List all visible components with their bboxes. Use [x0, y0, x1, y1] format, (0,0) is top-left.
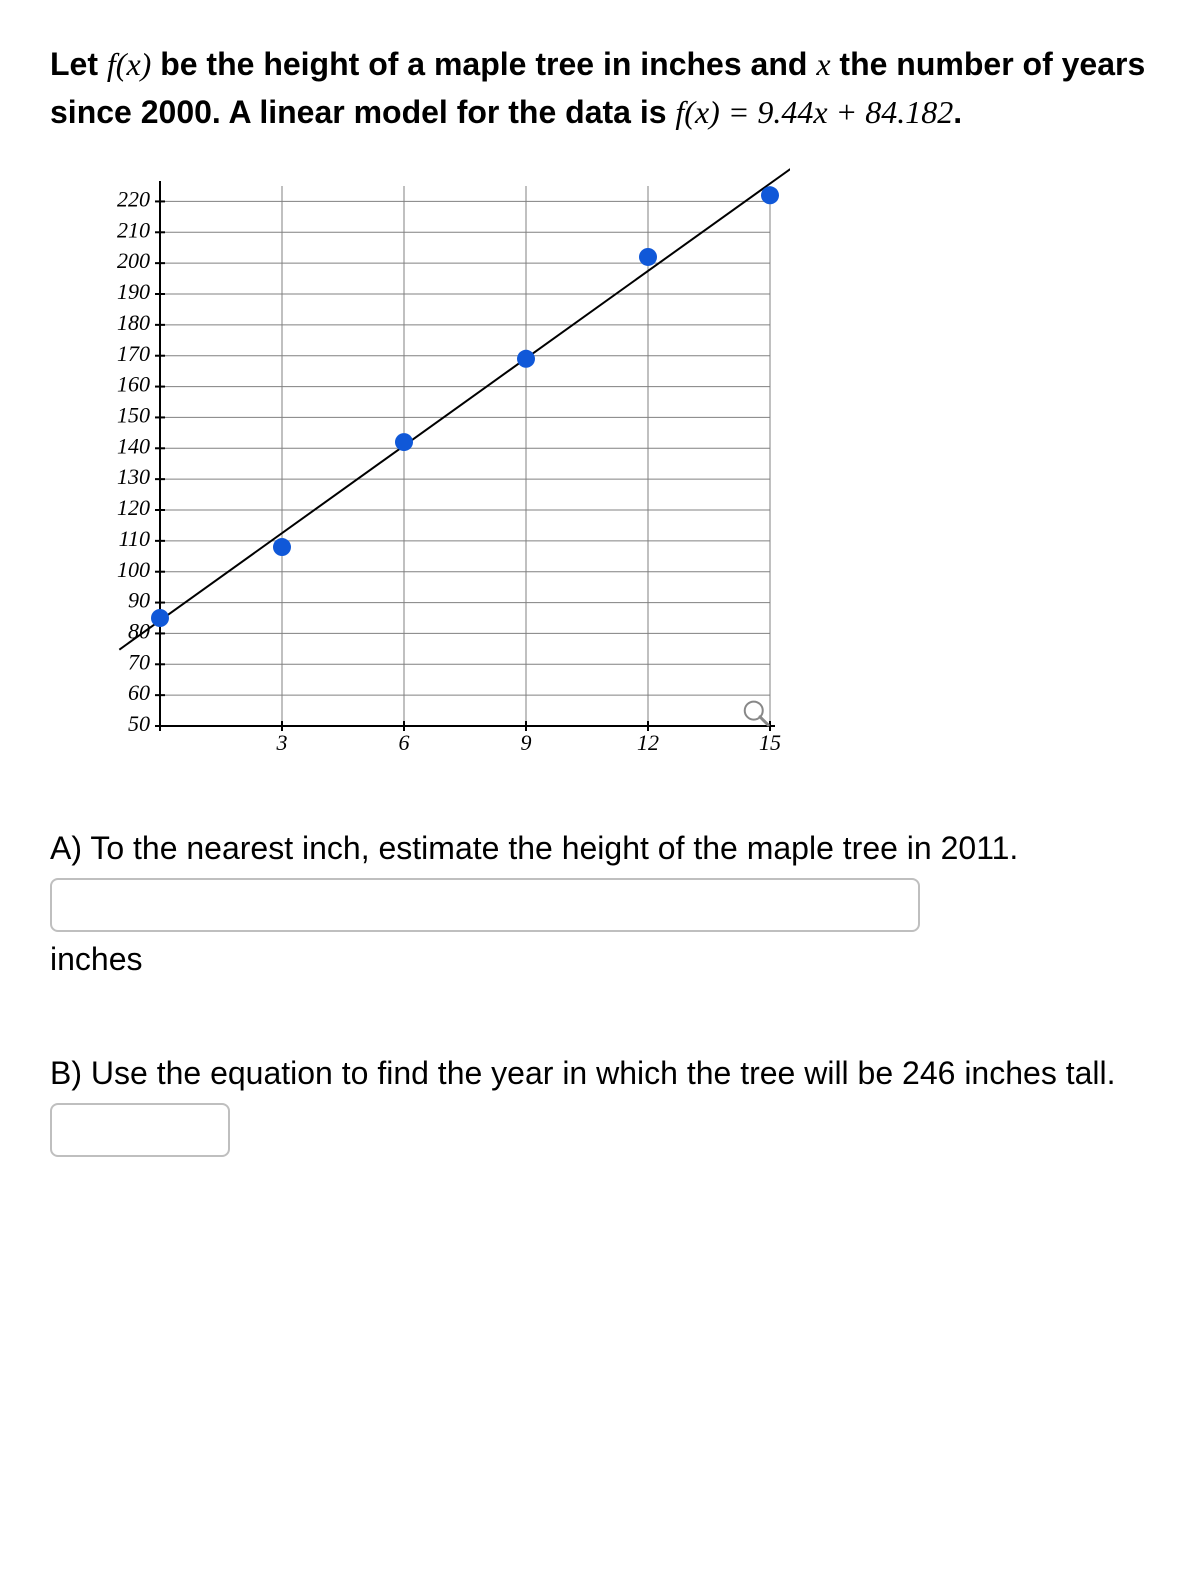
svg-text:110: 110: [119, 526, 150, 551]
svg-text:220: 220: [117, 186, 150, 211]
svg-text:200: 200: [117, 248, 150, 273]
svg-text:9: 9: [521, 730, 532, 755]
problem-statement: Let f(x) be the height of a maple tree i…: [50, 40, 1150, 136]
svg-text:3: 3: [276, 730, 288, 755]
svg-text:90: 90: [128, 588, 150, 613]
fx-expr: f(x): [107, 46, 151, 82]
svg-text:12: 12: [637, 730, 659, 755]
svg-text:15: 15: [759, 730, 781, 755]
svg-text:60: 60: [128, 680, 150, 705]
answer-a-input[interactable]: [50, 878, 920, 932]
svg-text:210: 210: [117, 217, 150, 242]
svg-text:100: 100: [117, 557, 150, 582]
svg-text:180: 180: [117, 310, 150, 335]
svg-text:130: 130: [117, 464, 150, 489]
answer-b-input[interactable]: [50, 1103, 230, 1157]
qa-unit: inches: [50, 941, 143, 977]
svg-text:170: 170: [117, 341, 150, 366]
eq-lhs: f(x): [675, 94, 719, 130]
chart-container: 5060708090100110120130140150160170180190…: [90, 166, 1150, 771]
svg-text:150: 150: [117, 402, 150, 427]
eq-period: .: [953, 94, 962, 130]
svg-text:160: 160: [117, 372, 150, 397]
svg-text:190: 190: [117, 279, 150, 304]
question-a: A) To the nearest inch, estimate the hei…: [50, 821, 1150, 986]
svg-text:6: 6: [399, 730, 410, 755]
scatter-chart: 5060708090100110120130140150160170180190…: [90, 166, 790, 766]
eq-eq: =: [720, 94, 758, 130]
svg-text:120: 120: [117, 495, 150, 520]
svg-text:50: 50: [128, 711, 150, 736]
x-var: x: [816, 46, 830, 82]
eq-rhs: 9.44x + 84.182: [757, 94, 953, 130]
svg-text:70: 70: [128, 649, 150, 674]
prompt-text-1: Let: [50, 46, 107, 82]
qb-text: B) Use the equation to find the year in …: [50, 1055, 1116, 1091]
question-b: B) Use the equation to find the year in …: [50, 1046, 1150, 1157]
prompt-text-2: be the height of a maple tree in inches …: [151, 46, 816, 82]
qa-text: A) To the nearest inch, estimate the hei…: [50, 830, 1018, 866]
svg-text:140: 140: [117, 433, 150, 458]
